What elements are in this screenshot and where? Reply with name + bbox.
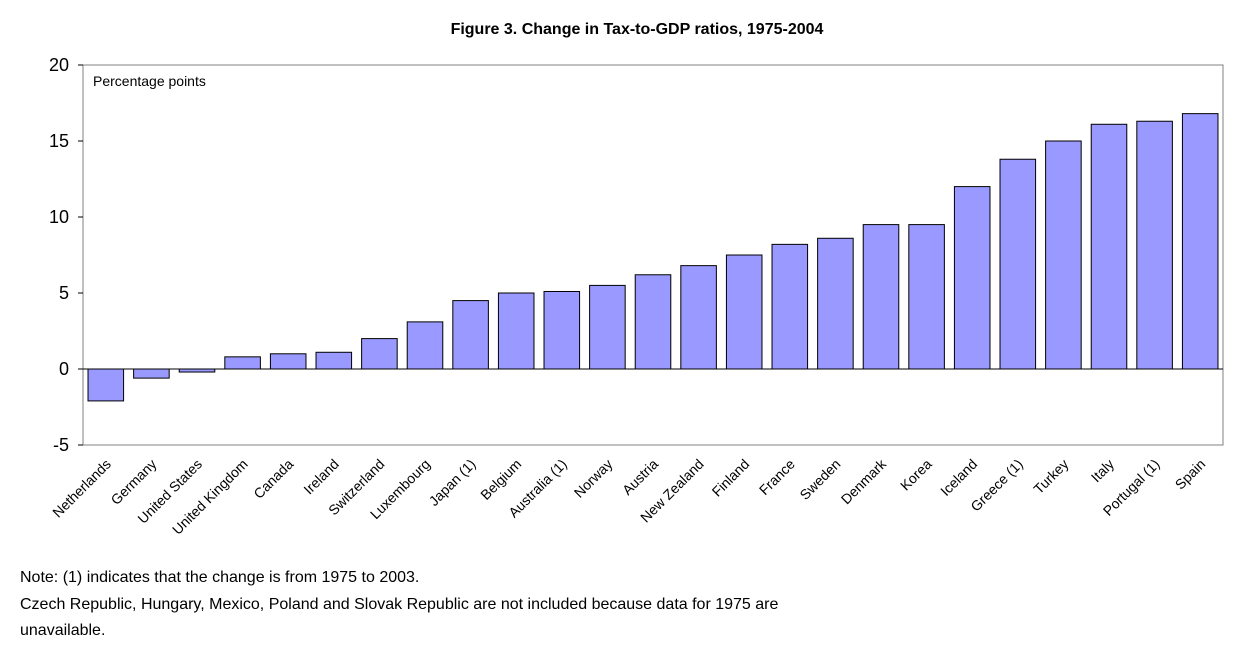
bar-canada <box>269 353 307 370</box>
y-tick-label: -5 <box>53 435 69 455</box>
x-tick-label: Iceland <box>937 456 980 499</box>
y-axis-unit-label: Percentage points <box>93 73 206 89</box>
x-tick-label: France <box>756 456 798 498</box>
bar-greece-1 <box>999 158 1037 370</box>
bar-germany <box>133 368 170 379</box>
bar-denmark <box>862 224 900 370</box>
x-tick-label: Korea <box>897 456 935 494</box>
bar-ireland <box>315 351 353 370</box>
chart-title: Figure 3. Change in Tax-to-GDP ratios, 1… <box>451 21 824 38</box>
bar-norway <box>589 284 626 370</box>
bar-netherlands <box>87 368 125 402</box>
bar-italy <box>1090 123 1128 370</box>
x-tick-label: Spain <box>1172 456 1209 493</box>
bar-new-zealand <box>680 265 717 370</box>
note-line-3: unavailable. <box>20 622 106 639</box>
bar-spain <box>1181 113 1219 370</box>
x-tick-label: Canada <box>250 456 296 502</box>
bars <box>87 113 1219 402</box>
bar-switzerland <box>361 338 398 370</box>
x-tick-label: Denmark <box>838 455 890 507</box>
note-line-2: Czech Republic, Hungary, Mexico, Poland … <box>20 596 779 613</box>
bar-belgium <box>497 292 535 370</box>
y-tick-label: 0 <box>59 359 69 379</box>
bar-turkey <box>1045 140 1082 370</box>
x-tick-label: Ireland <box>300 456 342 498</box>
bar-austria <box>634 274 672 370</box>
bar-australia-1 <box>543 290 581 370</box>
bar-korea <box>908 224 945 370</box>
x-tick-label: Italy <box>1088 456 1117 485</box>
y-tick-label: 15 <box>49 131 69 151</box>
bar-sweden <box>817 237 854 370</box>
bar-iceland <box>953 186 991 370</box>
y-tick-label: 10 <box>49 207 69 227</box>
bar-luxembourg <box>406 321 444 370</box>
x-tick-label: Finland <box>709 456 753 500</box>
bar-portugal-1 <box>1136 120 1173 370</box>
y-tick-label: 5 <box>59 283 69 303</box>
x-tick-label: Turkey <box>1030 456 1071 497</box>
x-tick-label: Austria <box>619 456 661 498</box>
bar-united-kingdom <box>224 356 261 370</box>
x-tick-label: Norway <box>571 456 616 501</box>
chart: Figure 3. Change in Tax-to-GDP ratios, 1… <box>49 21 1224 538</box>
y-axis-ticks: -5 0 5 10 15 20 <box>49 55 83 455</box>
x-tick-label: Japan (1) <box>426 456 479 509</box>
y-tick-label: 20 <box>49 55 69 75</box>
bar-france <box>771 243 809 370</box>
bar-japan-1 <box>452 300 489 370</box>
x-tick-label: Netherlands <box>49 456 114 521</box>
bar-finland <box>725 254 763 370</box>
note-line-1: Note: (1) indicates that the change is f… <box>20 569 420 586</box>
